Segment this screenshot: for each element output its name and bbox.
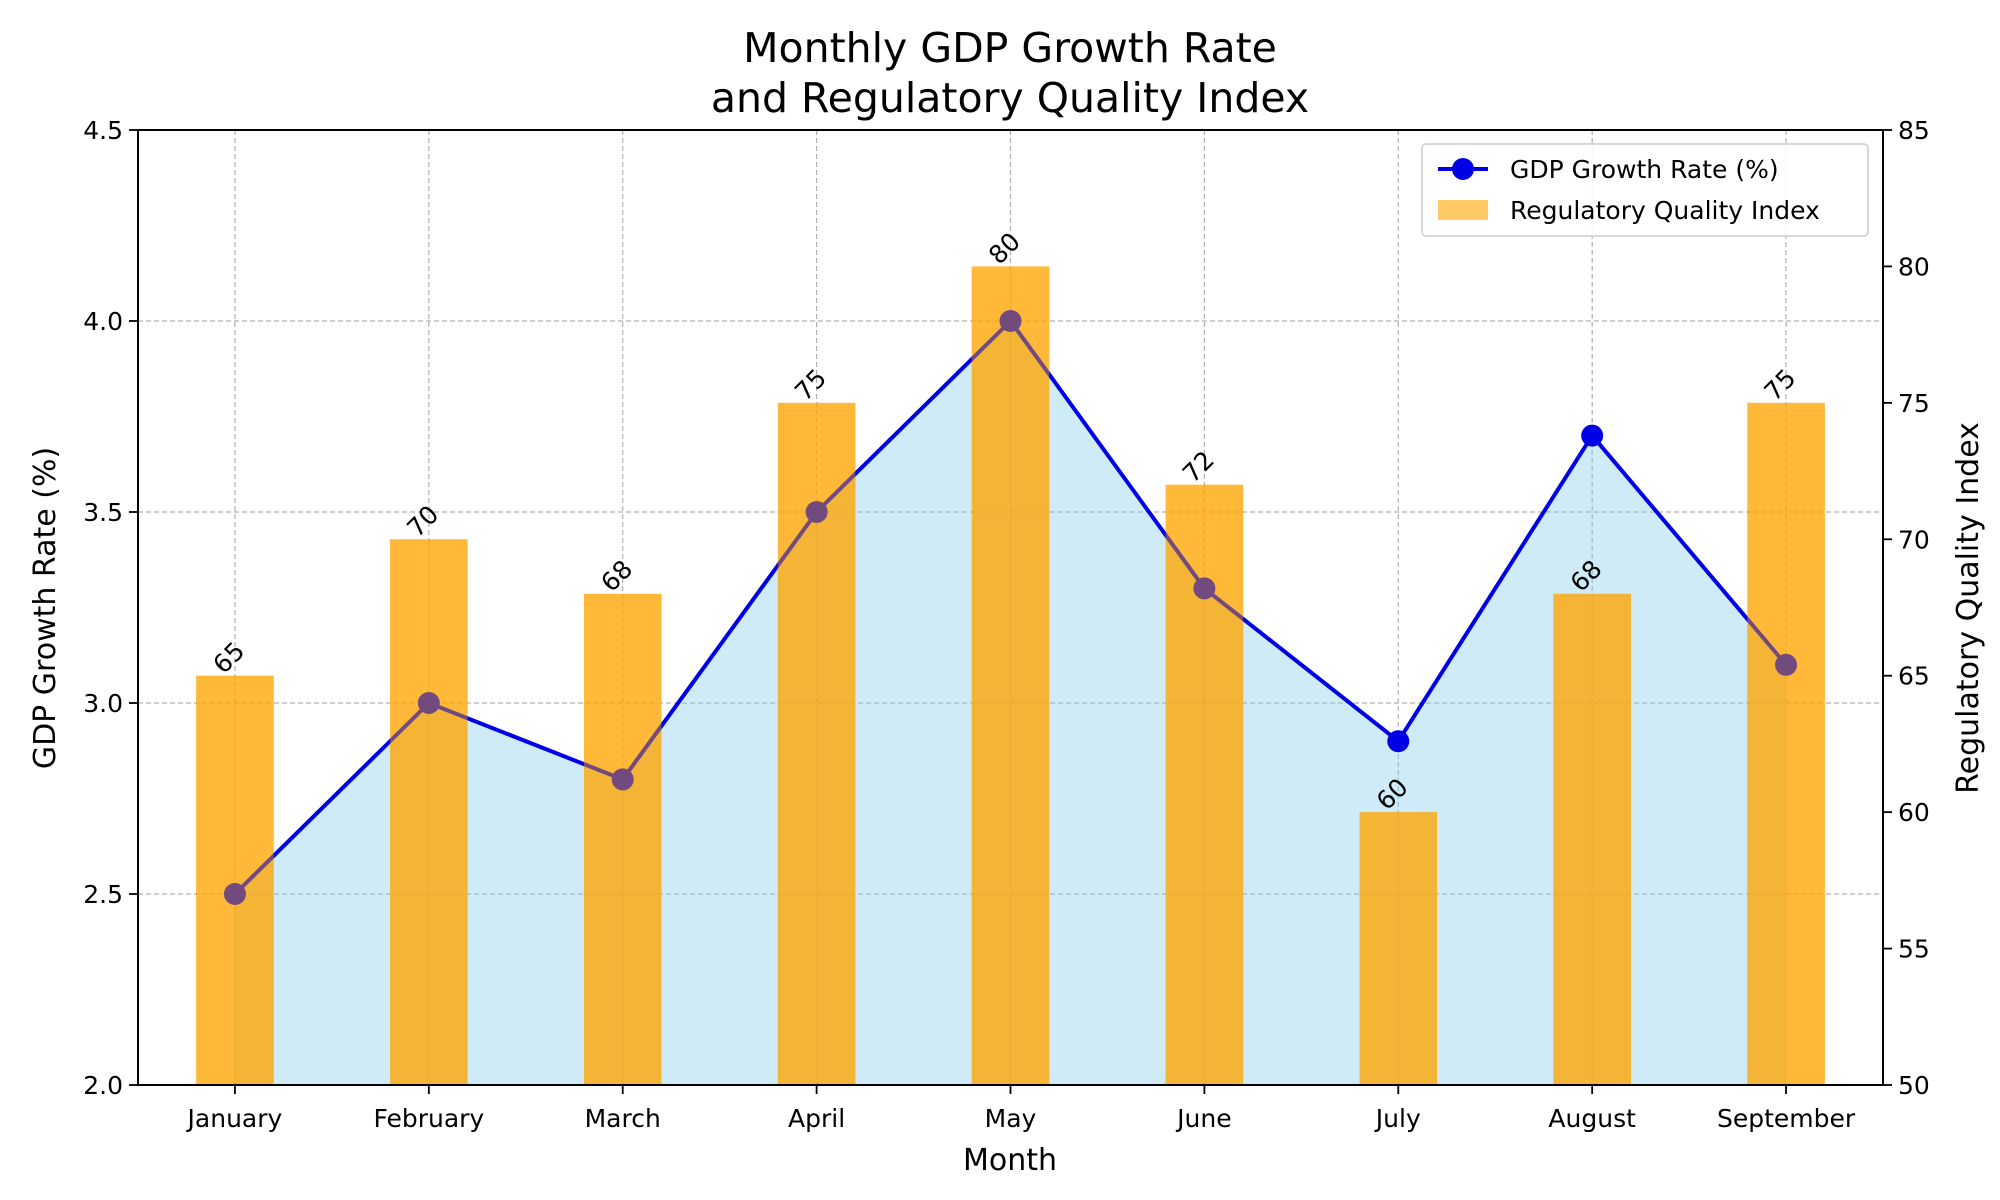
bar-february: [390, 539, 468, 1085]
y2-tick-label: 60: [1898, 798, 1930, 827]
gdp-point-september: [1775, 653, 1798, 676]
y2-tick-label: 50: [1898, 1071, 1930, 1100]
legend-line-marker-icon: [1452, 158, 1474, 180]
gdp-point-july: [1387, 730, 1410, 753]
ticks: 2.0 2.5 3.0 3.5 4.0 4.5 50 55 60 65 70 75 80 85 Januar…: [83, 116, 1930, 1133]
y-tick-label: 2.5: [83, 880, 123, 909]
y2-tick-label: 55: [1898, 935, 1930, 964]
bar-value-label: 65: [207, 636, 250, 679]
x-tick-label: May: [985, 1104, 1037, 1133]
bar-september: [1747, 402, 1825, 1085]
x-tick-label: February: [373, 1104, 484, 1133]
y-tick-label: 4.5: [83, 116, 123, 145]
bar-value-label: 70: [401, 500, 444, 543]
y-tick-label: 4.0: [83, 307, 123, 336]
bar-january: [196, 675, 274, 1085]
y2-tick-label: 65: [1898, 662, 1930, 691]
bars: [196, 266, 1825, 1085]
x-tick-label: January: [186, 1104, 283, 1133]
bar-value-label: 75: [1759, 363, 1802, 406]
chart-title-line-2: and Regulatory Quality Index: [711, 74, 1309, 122]
x-tick-label: April: [788, 1104, 845, 1133]
legend-line-label: GDP Growth Rate (%): [1510, 155, 1779, 184]
bar-august: [1553, 593, 1631, 1085]
gdp-point-april: [805, 501, 828, 523]
bar-march: [583, 593, 662, 1085]
bar-value-label: 72: [1177, 445, 1220, 488]
gdp-point-may: [999, 310, 1022, 332]
gdp-point-march: [611, 768, 634, 791]
gdp-point-august: [1581, 424, 1604, 447]
gdp-point-january: [223, 883, 246, 905]
bar-value-label: 75: [789, 363, 832, 406]
gdp-point-june: [1193, 577, 1216, 600]
y2-tick-label: 80: [1898, 252, 1930, 281]
bar-value-label: 80: [983, 227, 1026, 270]
bar-june: [1165, 484, 1244, 1085]
y-tick-label: 3.0: [83, 689, 123, 718]
bar-july: [1359, 812, 1438, 1085]
bar-value-label: 68: [595, 554, 638, 597]
y-axis-label: GDP Growth Rate (%): [28, 447, 63, 769]
chart-title-line-1: Monthly GDP Growth Rate: [743, 24, 1277, 72]
y2-axis-label: Regulatory Quality Index: [1951, 422, 1986, 794]
y2-tick-label: 70: [1898, 525, 1930, 554]
x-tick-label: August: [1548, 1104, 1636, 1133]
legend-box: [1421, 143, 1869, 237]
titles: Monthly GDP Growth Rate and Regulatory Q…: [28, 24, 1986, 1178]
legend-bar-label: Regulatory Quality Index: [1510, 196, 1820, 225]
x-tick-label: July: [1374, 1104, 1421, 1133]
gdp-point-february: [417, 692, 440, 714]
y2-tick-label: 85: [1898, 116, 1930, 145]
legend: GDP Growth Rate (%) Regulatory Quality I…: [1421, 143, 1869, 237]
y2-tick-label: 75: [1898, 389, 1930, 418]
y-tick-label: 3.5: [83, 498, 123, 527]
x-axis-label: Month: [963, 1143, 1057, 1178]
legend-bar-swatch: [1438, 200, 1488, 220]
y-tick-label: 2.0: [83, 1071, 123, 1100]
bar-may: [971, 266, 1050, 1085]
x-tick-label: September: [1717, 1104, 1856, 1133]
x-tick-label: June: [1175, 1104, 1231, 1133]
x-tick-label: March: [585, 1104, 661, 1133]
